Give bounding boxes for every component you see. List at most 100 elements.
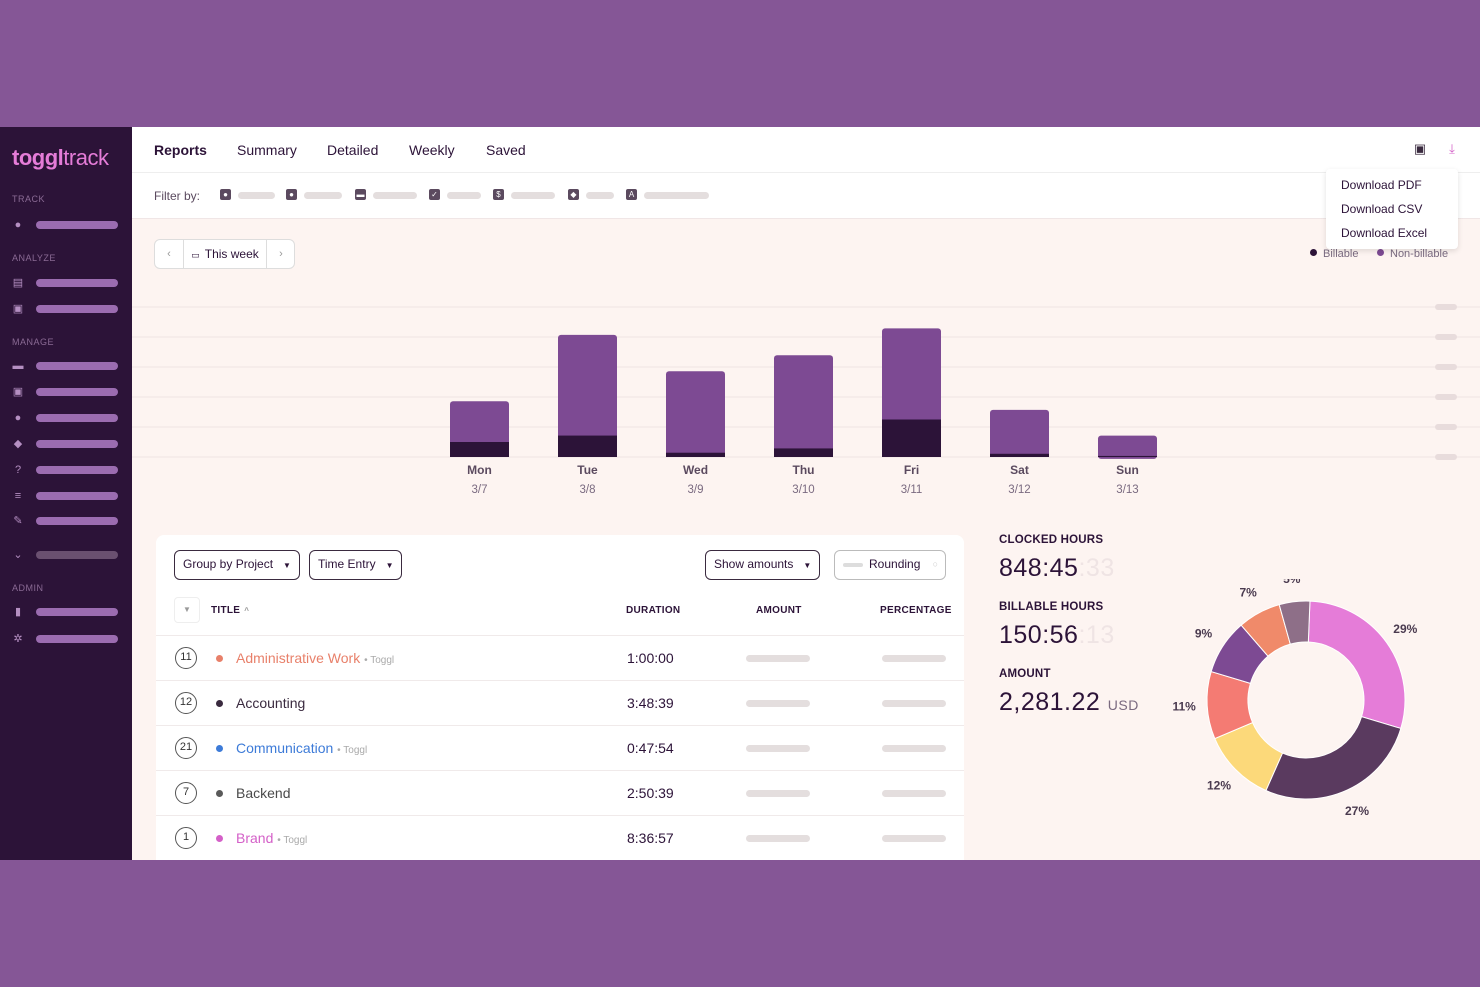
percentage-placeholder xyxy=(882,745,946,752)
report-icon: ▤ xyxy=(12,277,24,289)
header-title[interactable]: TITLE ^ xyxy=(211,605,250,616)
donut-label: 12% xyxy=(1207,779,1231,793)
sidebar-item-team[interactable]: ● xyxy=(12,411,118,425)
bar-non-billable[interactable] xyxy=(774,355,833,452)
caret-down-icon: ▼ xyxy=(283,561,291,570)
y-tick-placeholder xyxy=(1435,364,1457,370)
table-row[interactable]: 11 Administrative Work • Toggl 1:00:00 xyxy=(156,635,964,680)
tab-weekly[interactable]: Weekly xyxy=(409,142,455,158)
rounding-toggle[interactable]: Rounding ○ xyxy=(834,550,946,580)
sidebar-item-integrations[interactable]: ✎ xyxy=(12,514,118,528)
filter-project[interactable]: ▬ xyxy=(355,189,417,201)
info-icon: ○ xyxy=(932,559,938,569)
checkbox-icon: ✓ xyxy=(429,189,440,200)
download-excel-item[interactable]: Download Excel xyxy=(1341,226,1428,240)
legend-billable: Billable xyxy=(1310,248,1358,260)
gear-icon: ✲ xyxy=(13,633,23,645)
amount-placeholder xyxy=(746,745,810,752)
donut-label: 11% xyxy=(1172,700,1196,714)
project-name: Brand • Toggl xyxy=(236,830,308,846)
download-pdf-item[interactable]: Download PDF xyxy=(1341,178,1422,192)
project-color-dot xyxy=(216,745,223,752)
bar-non-billable[interactable] xyxy=(558,334,617,439)
table-row[interactable]: 21 Communication • Toggl 0:47:54 xyxy=(156,725,964,770)
donut-slice[interactable] xyxy=(1307,600,1406,730)
entry-count: 21 xyxy=(175,737,197,759)
sidebar-item-subscription[interactable]: ▮ xyxy=(12,605,118,619)
project-name: Communication • Toggl xyxy=(236,740,368,756)
sidebar-item-help[interactable]: ? xyxy=(12,463,118,477)
header-percentage[interactable]: PERCENTAGE xyxy=(880,605,952,616)
sidebar-item-tasks[interactable]: ≡ xyxy=(12,489,118,503)
bar-non-billable[interactable] xyxy=(450,401,509,445)
bar-non-billable[interactable] xyxy=(666,371,725,456)
tab-reports[interactable]: Reports xyxy=(154,142,207,158)
filter-tag[interactable]: ◆ xyxy=(568,189,614,201)
sidebar-item-insights[interactable]: ▣ xyxy=(12,302,118,316)
download-icon[interactable]: ⤓ xyxy=(1449,141,1455,156)
percentage-placeholder xyxy=(882,790,946,797)
sidebar-item-more[interactable]: ⌄ xyxy=(12,548,118,562)
table-row[interactable]: 1 Brand • Toggl 8:36:57 xyxy=(156,815,964,860)
header-duration[interactable]: DURATION xyxy=(626,605,681,616)
filter-client[interactable]: ● xyxy=(286,189,342,201)
sidebar-item-projects[interactable]: ▬ xyxy=(12,359,118,373)
filter-task[interactable]: ✓ xyxy=(429,189,481,201)
time-entry-button[interactable]: Time Entry ▼ xyxy=(309,550,403,580)
download-csv-item[interactable]: Download CSV xyxy=(1341,202,1423,216)
table-row[interactable]: 7 Backend 2:50:39 xyxy=(156,770,964,815)
expand-all-button[interactable]: ▼ xyxy=(174,597,200,623)
duration: 2:50:39 xyxy=(627,785,674,801)
bar-non-billable[interactable] xyxy=(990,409,1049,457)
x-tick-label: Wed xyxy=(683,463,708,477)
project-color-dot xyxy=(216,790,223,797)
sidebar-item-settings[interactable]: ✲ xyxy=(12,632,118,646)
sidebar: toggltrack TRACK ● ANALYZE ▤ ▣ MANAGE ▬ … xyxy=(0,127,132,860)
tab-summary[interactable]: Summary xyxy=(237,142,297,158)
entry-count: 12 xyxy=(175,692,197,714)
bar-billable[interactable] xyxy=(558,435,617,457)
bar-non-billable[interactable] xyxy=(882,328,941,423)
legend-non-billable: Non-billable xyxy=(1377,248,1448,260)
week-label[interactable]: ▭ This week xyxy=(183,240,267,268)
donut-slice[interactable] xyxy=(1278,600,1311,645)
logo[interactable]: toggltrack xyxy=(12,145,109,170)
header-amount[interactable]: AMOUNT xyxy=(756,605,802,616)
tab-saved[interactable]: Saved xyxy=(486,142,526,158)
sidebar-item-timer[interactable]: ● xyxy=(12,218,118,232)
y-tick-placeholder xyxy=(1435,304,1457,310)
project-color-dot xyxy=(216,655,223,662)
tab-detailed[interactable]: Detailed xyxy=(327,142,379,158)
filter-billable[interactable]: $ xyxy=(493,189,555,201)
project-donut-chart: 29% 27% 12% 11% 9% 7% 5% xyxy=(1172,579,1417,818)
next-week-button[interactable]: › xyxy=(279,248,283,260)
show-amounts-button[interactable]: Show amounts ▼ xyxy=(705,550,821,580)
billable-hours-label: BILLABLE HOURS xyxy=(999,601,1104,613)
bar-billable[interactable] xyxy=(450,442,509,457)
folder-icon: ▬ xyxy=(355,189,366,200)
percentage-placeholder xyxy=(882,700,946,707)
duration: 1:00:00 xyxy=(627,650,674,666)
bar-billable[interactable] xyxy=(990,453,1049,457)
bar-billable[interactable] xyxy=(774,448,833,457)
bar-billable[interactable] xyxy=(666,452,725,457)
prev-week-button[interactable]: ‹ xyxy=(167,248,171,260)
sidebar-item-clients[interactable]: ▣ xyxy=(12,385,118,399)
sort-icon: ^ xyxy=(244,606,250,615)
bar-non-billable[interactable] xyxy=(1098,435,1157,459)
bar-chart-icon: ▮ xyxy=(14,606,22,618)
bar-billable[interactable] xyxy=(1098,455,1157,457)
sidebar-item-tags[interactable]: ◆ xyxy=(12,437,118,451)
duration: 3:48:39 xyxy=(627,695,674,711)
table-row[interactable]: 12 Accounting 3:48:39 xyxy=(156,680,964,725)
save-icon[interactable]: ▣ xyxy=(1413,141,1427,156)
project-name: Accounting xyxy=(236,695,306,711)
filter-description[interactable]: A xyxy=(626,189,709,201)
sidebar-item-reports[interactable]: ▤ xyxy=(12,276,118,290)
donut-slice[interactable] xyxy=(1265,716,1402,800)
group-by-project-button[interactable]: Group by Project ▼ xyxy=(174,550,300,580)
filter-member[interactable]: ● xyxy=(220,189,275,201)
billable-hours-value: 150:56:13 xyxy=(999,621,1115,649)
donut-label: 9% xyxy=(1195,627,1213,641)
bar-billable[interactable] xyxy=(882,419,941,458)
